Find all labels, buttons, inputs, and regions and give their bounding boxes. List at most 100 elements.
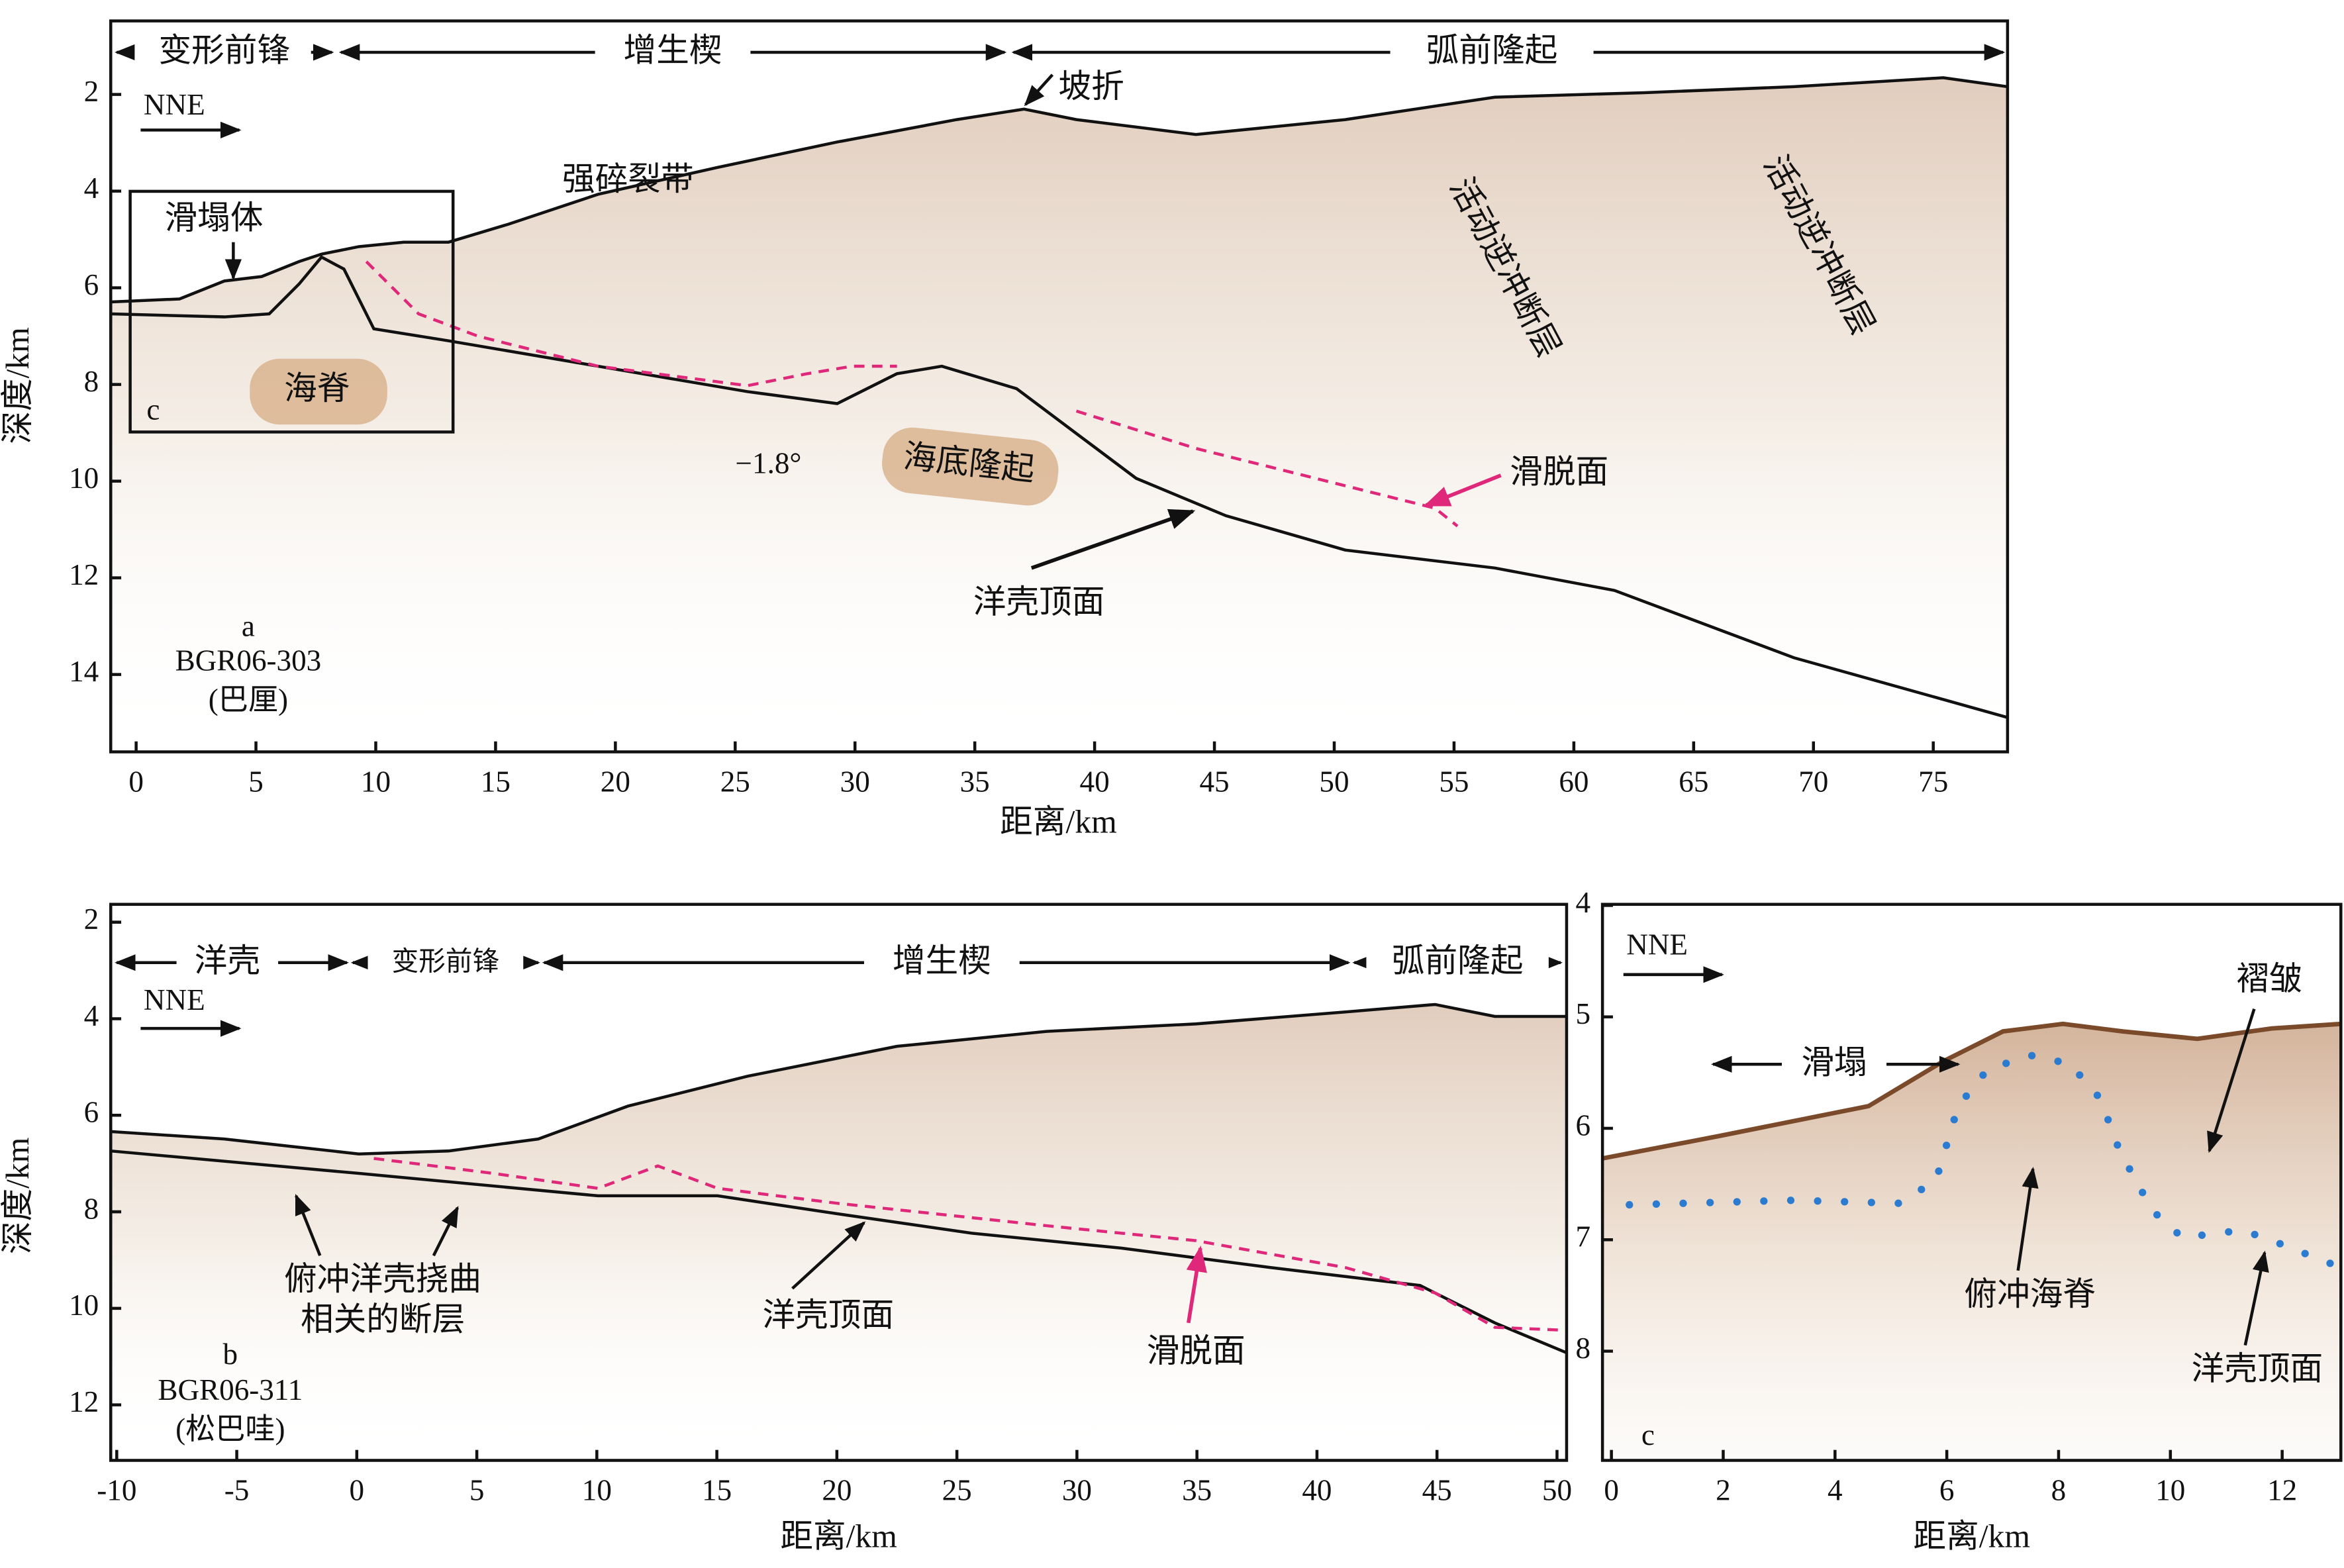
- x-axis-label: 距离/km: [1913, 1518, 2030, 1555]
- y-tick-label: 8: [84, 365, 99, 398]
- pointer: [432, 1206, 459, 1257]
- label-bg: [134, 30, 311, 75]
- decollement-line: [373, 1157, 1567, 1332]
- location: (松巴哇): [175, 1412, 285, 1446]
- pointer: [2243, 1250, 2269, 1346]
- x-tick-label: 55: [1439, 765, 1469, 798]
- label-bg: [367, 944, 524, 981]
- y-tick-label: 2: [84, 903, 99, 936]
- x-tick-label: 15: [481, 765, 511, 798]
- label-bg: [176, 942, 279, 984]
- direction: NNE: [144, 983, 205, 1016]
- pointer: [2016, 1167, 2039, 1271]
- x-tick-label: 65: [1679, 765, 1708, 798]
- y-tick-label: 12: [69, 1385, 99, 1418]
- x-tick-label: 6: [1939, 1473, 1955, 1506]
- pointer: [791, 1221, 866, 1290]
- x-tick-label: 70: [1798, 765, 1828, 798]
- x-tick-label: 25: [720, 765, 750, 798]
- x-tick-label: 45: [1422, 1473, 1452, 1506]
- location: (巴厘): [209, 683, 288, 716]
- y-tick-label: 5: [1576, 997, 1591, 1030]
- decollement-line: [365, 260, 1459, 528]
- y-axis-label: 深度/km: [0, 327, 36, 444]
- zone-label: 变形前锋: [159, 32, 291, 69]
- x-tick-label: -5: [224, 1473, 250, 1506]
- pointer: [1030, 509, 1196, 570]
- plot-frame: [1600, 903, 2343, 1462]
- panel-c: 滑塌 褶皱 俯冲海脊 洋壳顶面 NNE c: [1602, 928, 2344, 1461]
- crust-top: [111, 1149, 1567, 1355]
- x-tick-label: 20: [822, 1473, 852, 1506]
- x-tick-label: 35: [960, 765, 990, 798]
- seafloor: [111, 1003, 1567, 1155]
- annotation: 相关的断层: [301, 1301, 465, 1338]
- annotation: 滑塌体: [165, 199, 264, 236]
- x-tick-label: 5: [469, 1473, 485, 1506]
- x-tick-label: 2: [1716, 1473, 1731, 1506]
- y-tick-label: 6: [1576, 1108, 1591, 1142]
- plot-frame: [109, 19, 2010, 754]
- pointer: [1424, 473, 1502, 507]
- x-tick-label: 50: [1542, 1473, 1572, 1506]
- x-tick-label: 50: [1319, 765, 1349, 798]
- label-bg: [1366, 942, 1549, 984]
- x-tick-label: 10: [361, 765, 391, 798]
- label-bg: [1782, 1043, 1887, 1085]
- sediment-fill: [111, 77, 2008, 752]
- pointer: [1024, 74, 1054, 107]
- zone-label: 弧前隆起: [1426, 32, 1558, 69]
- annotation: 俯冲洋壳挠曲: [284, 1261, 481, 1297]
- y-tick-label: 7: [1576, 1220, 1591, 1253]
- x-tick-label: 60: [1559, 765, 1588, 798]
- annotation: 滑脱面: [1147, 1333, 1245, 1369]
- pointer: [1186, 1246, 1207, 1324]
- x-tick-label: 10: [582, 1473, 612, 1506]
- label-bg: [1390, 30, 1594, 75]
- direction: NNE: [144, 88, 205, 121]
- annotation: 洋壳顶面: [2192, 1351, 2323, 1387]
- x-axis-label: 距离/km: [1000, 803, 1117, 840]
- crust-top: [111, 255, 2008, 719]
- zone-label: 增生楔: [893, 942, 991, 979]
- x-tick-label: 40: [1302, 1473, 1332, 1506]
- y-tick-label: 10: [69, 1289, 99, 1322]
- x-tick-label: 10: [2155, 1473, 2185, 1506]
- annotation: 俯冲海脊: [1964, 1276, 2096, 1312]
- panel-letter: c: [1641, 1418, 1655, 1451]
- annotation: 坡折: [1058, 68, 1124, 105]
- x-tick-label: 5: [248, 765, 264, 798]
- y-tick-label: 14: [69, 655, 99, 688]
- annotation: 褶皱: [2236, 960, 2302, 997]
- seafloor: [111, 76, 2008, 304]
- annotation: 海脊: [284, 370, 350, 407]
- y-tick-label: 2: [84, 75, 99, 108]
- x-tick-label: 4: [1828, 1473, 1843, 1506]
- panel-b: 洋壳 变形前锋 增生楔 弧前隆起 NNE 俯冲洋壳挠曲 相关的断层 洋壳顶面 滑…: [111, 942, 1567, 1461]
- x-tick-label: 15: [702, 1473, 732, 1506]
- y-tick-label: 6: [84, 1096, 99, 1129]
- x-tick-label: 75: [1918, 765, 1948, 798]
- inset-box: [128, 189, 455, 434]
- pointer: [295, 1193, 322, 1257]
- annotation: −1.8°: [736, 447, 802, 480]
- y-tick-label: 4: [84, 999, 99, 1032]
- annotation: 强碎裂带: [562, 161, 694, 197]
- x-tick-label: 30: [840, 765, 870, 798]
- x-tick-label: 40: [1080, 765, 1110, 798]
- y-tick-label: 4: [1576, 886, 1591, 919]
- zone-label: 弧前隆起: [1392, 942, 1524, 979]
- annotation: 滑塌: [1801, 1044, 1867, 1081]
- x-tick-label: 35: [1182, 1473, 1212, 1506]
- y-tick-label: 12: [69, 558, 99, 591]
- profile-name: BGR06-311: [158, 1373, 303, 1406]
- y-tick-label: 4: [84, 172, 99, 205]
- seafloor: [1602, 1021, 2341, 1161]
- y-axis-label: 深度/km: [0, 1138, 36, 1255]
- zone-label: 增生楔: [624, 32, 722, 69]
- plot-frame: [109, 903, 1569, 1462]
- y-tick-label: 8: [1576, 1332, 1591, 1365]
- zone-label: 变形前锋: [392, 946, 500, 976]
